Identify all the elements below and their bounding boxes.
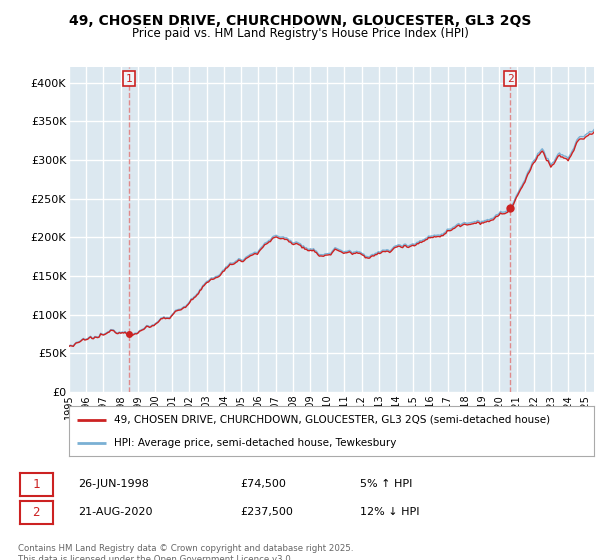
Text: 21-AUG-2020: 21-AUG-2020 (78, 507, 152, 517)
Text: 2: 2 (507, 73, 514, 83)
Text: Price paid vs. HM Land Registry's House Price Index (HPI): Price paid vs. HM Land Registry's House … (131, 27, 469, 40)
Text: £237,500: £237,500 (240, 507, 293, 517)
Text: HPI: Average price, semi-detached house, Tewkesbury: HPI: Average price, semi-detached house,… (113, 438, 396, 448)
Text: 2: 2 (32, 506, 40, 519)
Text: 12% ↓ HPI: 12% ↓ HPI (360, 507, 419, 517)
Text: 26-JUN-1998: 26-JUN-1998 (78, 479, 149, 489)
Text: 1: 1 (125, 73, 132, 83)
Text: Contains HM Land Registry data © Crown copyright and database right 2025.
This d: Contains HM Land Registry data © Crown c… (18, 544, 353, 560)
Text: 49, CHOSEN DRIVE, CHURCHDOWN, GLOUCESTER, GL3 2QS: 49, CHOSEN DRIVE, CHURCHDOWN, GLOUCESTER… (69, 14, 531, 28)
Text: £74,500: £74,500 (240, 479, 286, 489)
Text: 5% ↑ HPI: 5% ↑ HPI (360, 479, 412, 489)
Text: 49, CHOSEN DRIVE, CHURCHDOWN, GLOUCESTER, GL3 2QS (semi-detached house): 49, CHOSEN DRIVE, CHURCHDOWN, GLOUCESTER… (113, 414, 550, 424)
Text: 1: 1 (32, 478, 40, 491)
